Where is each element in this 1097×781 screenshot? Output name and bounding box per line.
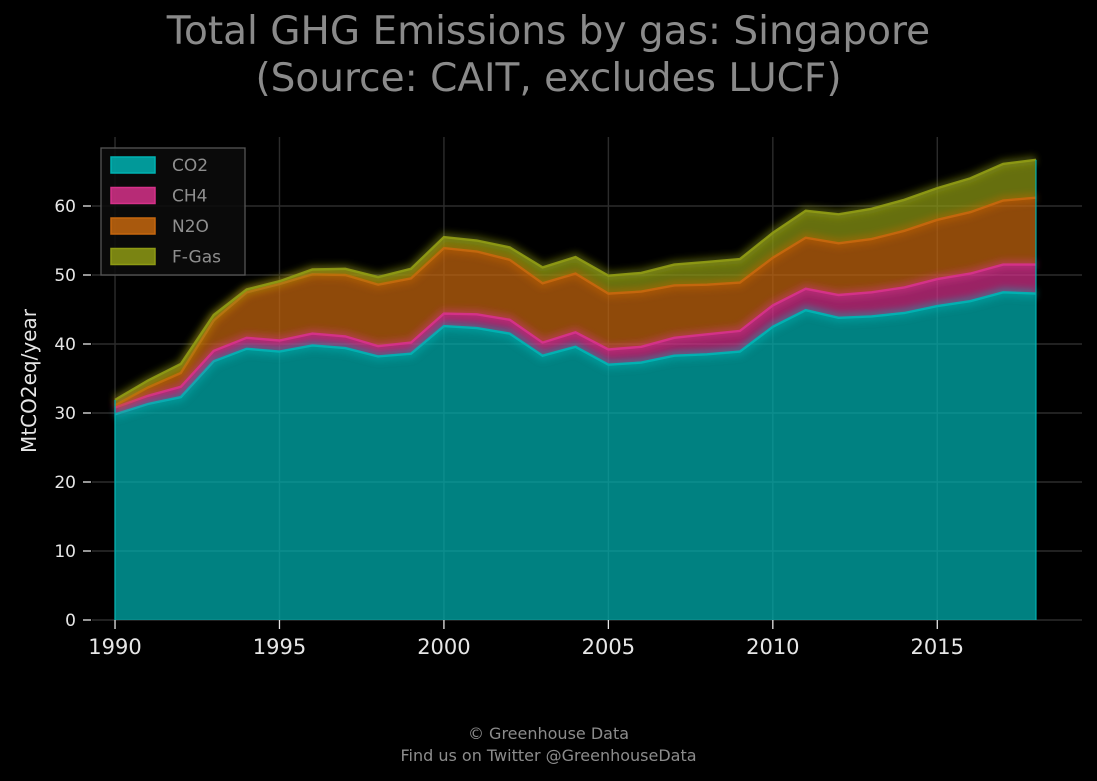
chart-title-block: Total GHG Emissions by gas: Singapore (S… [0, 8, 1097, 102]
legend-label: CH4 [172, 187, 207, 207]
area-ch4 [115, 264, 1036, 415]
axes: 0 10 20 30 40 50 60 1990 1995 2000 2005 2010 2015 [54, 197, 964, 659]
legend: CO2 CH4 N2O F-Gas [100, 147, 246, 276]
chart-subtitle: (Source: CAIT, excludes LUCF) [255, 56, 842, 101]
line-co2 [114, 291, 1037, 416]
x-tick-label: 2010 [746, 635, 799, 659]
legend-label: N2O [172, 217, 209, 237]
x-tick-label: 2000 [417, 635, 470, 659]
y-axis-label: MtCO2eq/year [17, 308, 41, 453]
twitter-credit: Find us on Twitter @GreenhouseData [400, 746, 697, 765]
line-ch4 [114, 263, 1036, 409]
y-tick-label: 60 [54, 197, 76, 217]
area-n2o [115, 197, 1036, 408]
legend-swatch-n2o [110, 217, 156, 235]
x-tick-label: 1995 [253, 635, 306, 659]
stacked-areas [112, 155, 1037, 620]
y-tick-label: 30 [54, 404, 76, 424]
y-tick-label: 20 [54, 473, 76, 493]
x-tick-label: 2015 [911, 635, 964, 659]
y-tick-label: 0 [65, 611, 76, 631]
area-f-gas [115, 159, 1036, 406]
x-tick-label: 1990 [88, 635, 141, 659]
x-tick-label: 2005 [582, 635, 635, 659]
footer: © Greenhouse Data Find us on Twitter @Gr… [0, 723, 1097, 767]
y-tick-label: 10 [54, 542, 76, 562]
legend-swatch-f-gas [110, 247, 156, 266]
legend-swatch-ch4 [110, 186, 156, 205]
chart-title: Total GHG Emissions by gas: Singapore [166, 9, 931, 54]
area-co2 [115, 292, 1036, 620]
legend-label: CO2 [172, 156, 208, 176]
copyright-text: © Greenhouse Data [467, 724, 630, 743]
line-f-gas [114, 158, 1037, 401]
y-tick-label: 40 [54, 335, 76, 355]
y-tick-label: 50 [54, 266, 76, 286]
legend-swatch-co2 [110, 156, 156, 174]
legend-label: F-Gas [172, 248, 221, 268]
